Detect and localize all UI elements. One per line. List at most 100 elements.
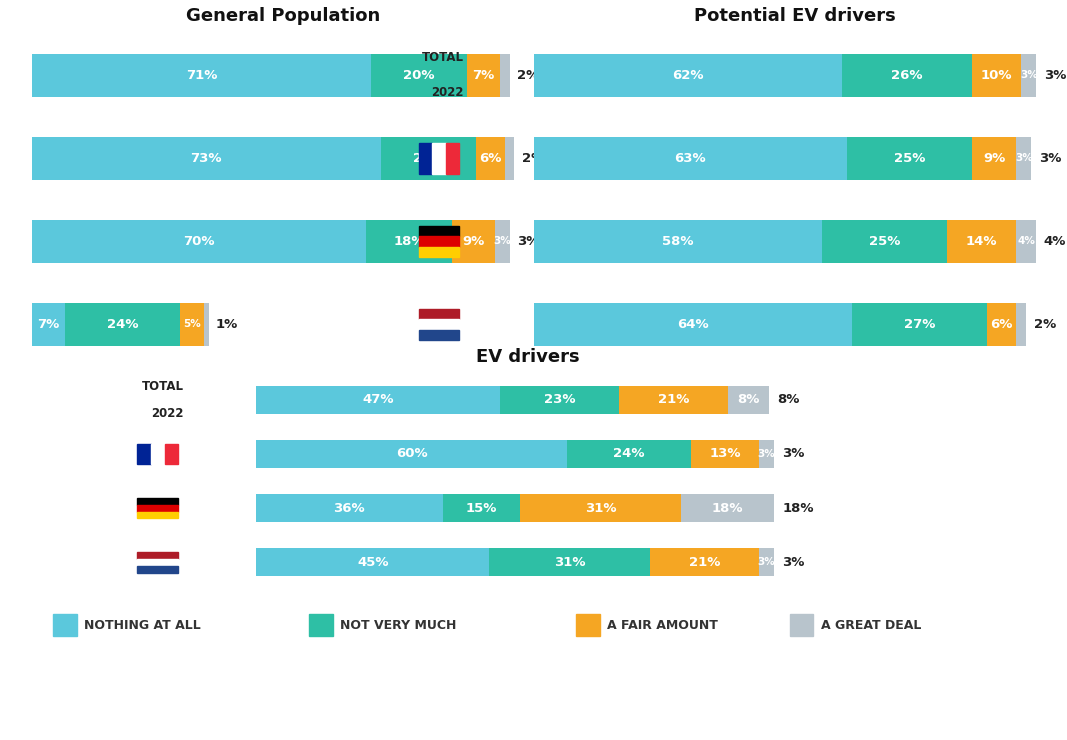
Text: 3%: 3%	[516, 235, 539, 248]
Text: 31%: 31%	[554, 556, 586, 569]
Text: 1%: 1%	[216, 318, 238, 331]
Text: 2%: 2%	[516, 69, 539, 81]
Text: 3%: 3%	[1044, 69, 1066, 81]
Text: 20%: 20%	[403, 69, 434, 81]
Text: 10%: 10%	[981, 69, 1013, 81]
Text: 24%: 24%	[614, 448, 644, 460]
Title: General Population: General Population	[186, 7, 380, 25]
Text: 6%: 6%	[479, 152, 501, 165]
Text: 45%: 45%	[357, 556, 388, 569]
Text: 26%: 26%	[891, 69, 923, 81]
Bar	[534, 303, 853, 346]
Text: 25%: 25%	[894, 152, 925, 165]
Bar	[476, 137, 505, 180]
Text: 18%: 18%	[712, 502, 744, 514]
Bar	[256, 440, 567, 468]
Text: 8%: 8%	[737, 393, 760, 406]
Text: 7%: 7%	[37, 318, 60, 331]
Text: TOTAL: TOTAL	[421, 52, 464, 64]
Bar	[419, 309, 459, 319]
Bar	[946, 220, 1017, 263]
Bar	[419, 226, 459, 236]
Bar	[466, 54, 500, 97]
Bar	[150, 444, 164, 464]
Text: 2%: 2%	[1034, 318, 1056, 331]
Bar	[32, 303, 65, 346]
Bar	[790, 614, 813, 636]
Bar	[32, 137, 381, 180]
Text: 3%: 3%	[1039, 152, 1062, 165]
Text: 20%: 20%	[413, 152, 444, 165]
Bar	[452, 220, 495, 263]
Bar	[419, 246, 459, 257]
Bar	[987, 303, 1017, 346]
Bar	[65, 303, 180, 346]
Text: A GREAT DEAL: A GREAT DEAL	[821, 619, 921, 632]
Bar	[256, 386, 499, 414]
Text: 5%: 5%	[184, 320, 201, 329]
Bar	[650, 548, 759, 576]
Bar	[495, 220, 510, 263]
Text: 23%: 23%	[543, 393, 575, 406]
Text: NOTHING AT ALL: NOTHING AT ALL	[84, 619, 201, 632]
Bar	[419, 236, 459, 246]
Text: General population (n=3,025 total; France n=1,010, Germany n=1,010, the Netherla: General population (n=3,025 total; Franc…	[86, 665, 891, 707]
Text: 2022: 2022	[152, 407, 184, 420]
Text: Base 2022:: Base 2022:	[25, 665, 98, 677]
Bar	[309, 614, 333, 636]
Bar	[137, 511, 178, 518]
Text: 47%: 47%	[362, 393, 394, 406]
Bar	[567, 440, 691, 468]
Bar	[499, 386, 619, 414]
Bar	[419, 143, 432, 174]
Bar	[842, 54, 972, 97]
Bar	[534, 137, 847, 180]
Bar	[443, 494, 521, 522]
Title: EV drivers: EV drivers	[476, 348, 580, 366]
Bar	[691, 440, 759, 468]
Bar	[1017, 303, 1026, 346]
Bar	[137, 559, 178, 565]
Bar	[371, 54, 466, 97]
Bar	[419, 329, 459, 340]
Bar	[681, 494, 775, 522]
Text: 2%: 2%	[522, 152, 544, 165]
Text: 6%: 6%	[990, 318, 1013, 331]
Text: 13%: 13%	[710, 448, 740, 460]
Text: 64%: 64%	[678, 318, 708, 331]
Bar	[137, 505, 178, 511]
Bar	[419, 319, 459, 329]
Bar	[972, 137, 1017, 180]
Bar	[137, 498, 178, 505]
Text: 71%: 71%	[186, 69, 218, 81]
Bar	[759, 548, 775, 576]
Bar	[853, 303, 987, 346]
Text: 60%: 60%	[396, 448, 428, 460]
Text: 9%: 9%	[983, 152, 1005, 165]
Bar	[32, 54, 371, 97]
Bar	[53, 614, 77, 636]
Bar	[432, 143, 446, 174]
Bar	[180, 303, 204, 346]
Text: 18%: 18%	[782, 502, 814, 514]
Bar	[847, 137, 972, 180]
Bar	[823, 220, 946, 263]
Bar	[972, 54, 1021, 97]
Bar	[490, 548, 650, 576]
Bar	[521, 494, 681, 522]
Text: 36%: 36%	[334, 502, 365, 514]
Bar	[534, 54, 842, 97]
Title: Potential EV drivers: Potential EV drivers	[694, 7, 896, 25]
Bar	[619, 386, 728, 414]
Text: 27%: 27%	[904, 318, 935, 331]
Text: 62%: 62%	[672, 69, 703, 81]
Bar	[366, 220, 452, 263]
Bar	[728, 386, 769, 414]
Text: 31%: 31%	[585, 502, 617, 514]
Text: 21%: 21%	[688, 556, 720, 569]
Text: 7%: 7%	[473, 69, 494, 81]
Text: 4%: 4%	[1044, 235, 1066, 248]
Text: NOT VERY MUCH: NOT VERY MUCH	[340, 619, 457, 632]
Bar	[446, 143, 459, 174]
Text: 4%: 4%	[1018, 236, 1035, 246]
